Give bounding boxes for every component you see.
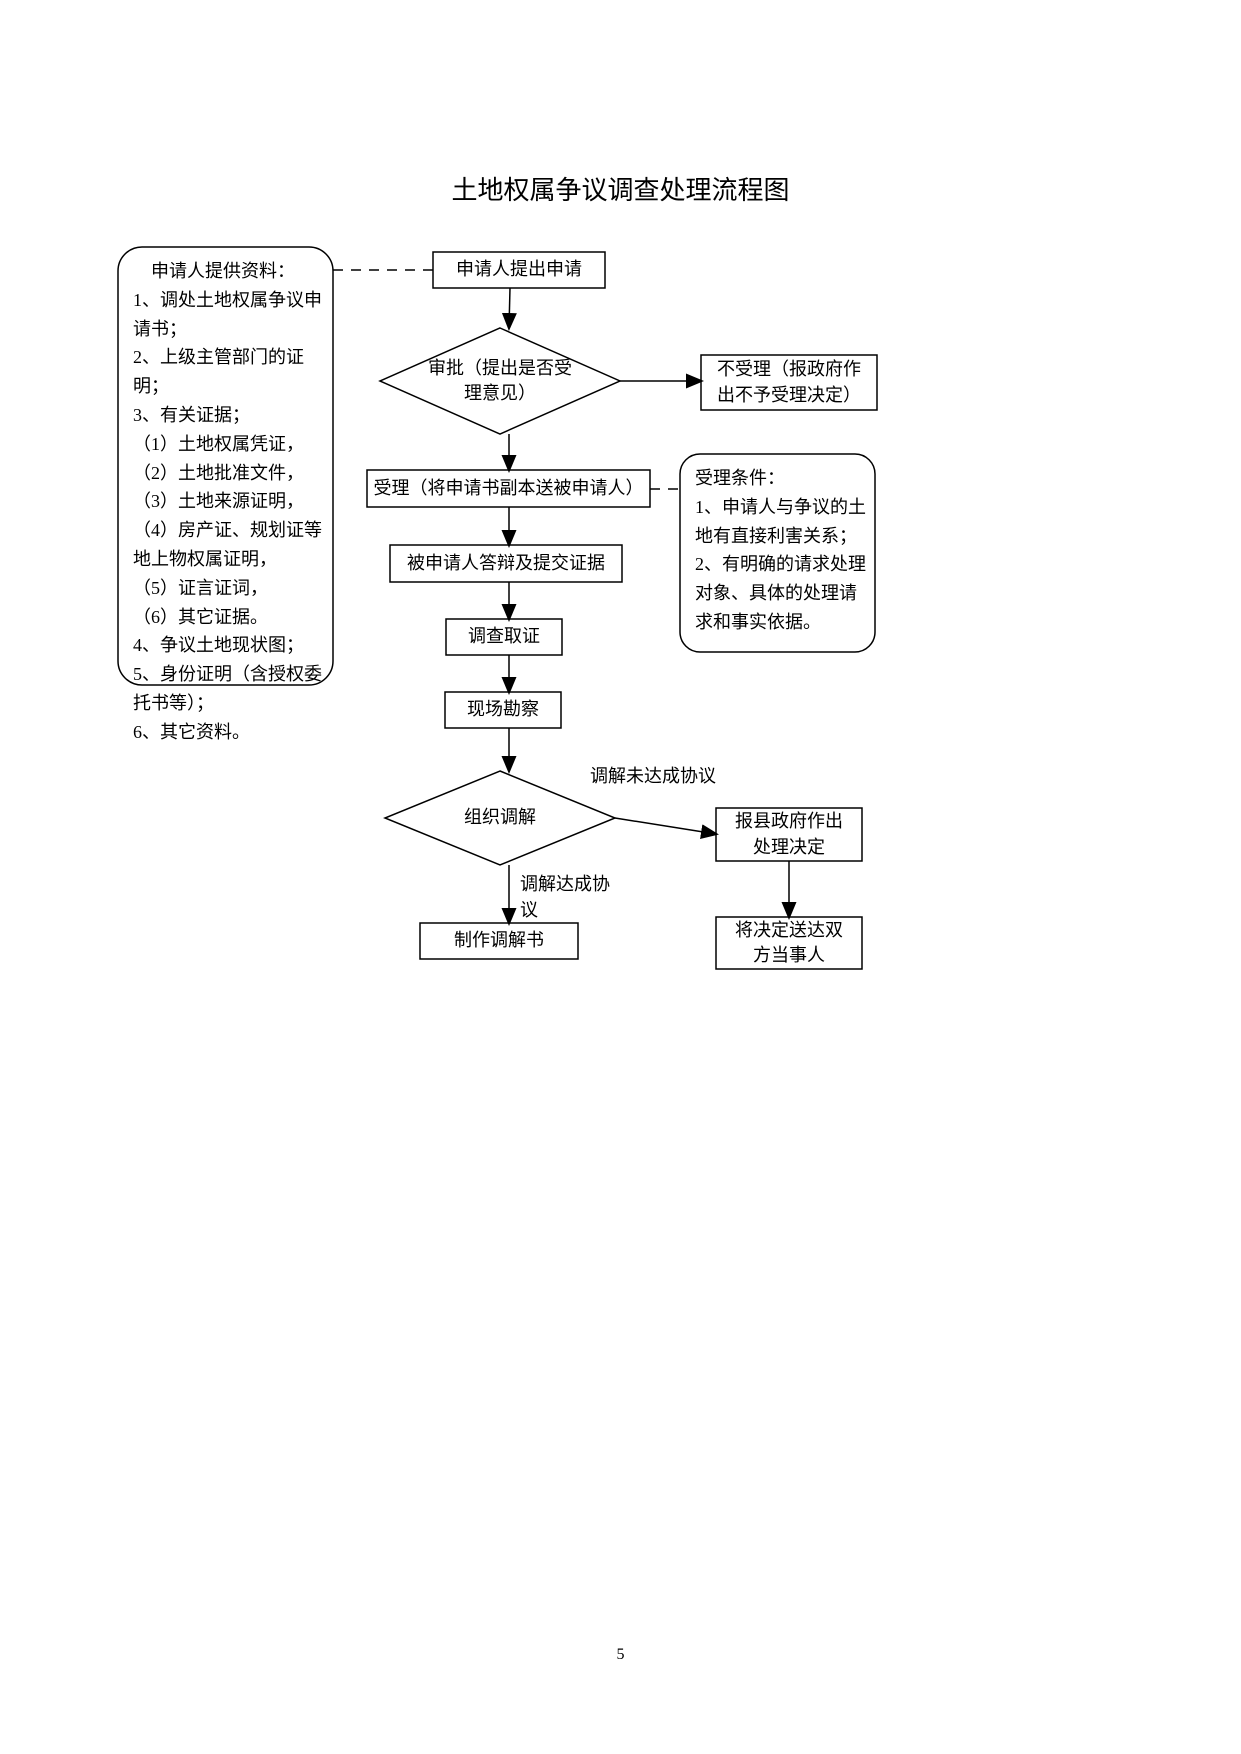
sidebox-applicant_materials: 申请人提供资料： 1、调处土地权属争议申请书； 2、上级主管部门的证明； 3、有… xyxy=(118,247,343,685)
node-approve: 审批（提出是否受 理意见） xyxy=(380,328,620,434)
node-county: 报县政府作出 处理决定 xyxy=(716,808,862,861)
node-apply: 申请人提出申请 xyxy=(433,252,605,288)
edge-label-mediate_success: 调解达成协 议 xyxy=(520,870,610,922)
node-mediate: 组织调解 xyxy=(385,771,615,865)
page-number: 5 xyxy=(0,1646,1241,1664)
node-defend: 被申请人答辩及提交证据 xyxy=(390,545,622,582)
node-accept: 受理（将申请书副本送被申请人） xyxy=(367,470,650,507)
sidebox-accept_conditions: 受理条件： 1、申请人与争议的土地有直接利害关系； 2、有明确的请求处理对象、具… xyxy=(680,454,885,652)
node-invest: 调查取证 xyxy=(446,619,562,655)
node-deliver: 将决定送达双 方当事人 xyxy=(716,917,862,969)
page: 土地权属争议调查处理流程图 5 申请人提供资料： 1、调处土地权属争议申请书； … xyxy=(0,0,1241,1754)
edge-label-mediate_fail: 调解未达成协议 xyxy=(590,762,716,788)
node-makedoc: 制作调解书 xyxy=(420,923,578,959)
node-reject: 不受理（报政府作 出不予受理决定） xyxy=(701,355,877,410)
node-site: 现场勘察 xyxy=(445,692,561,728)
